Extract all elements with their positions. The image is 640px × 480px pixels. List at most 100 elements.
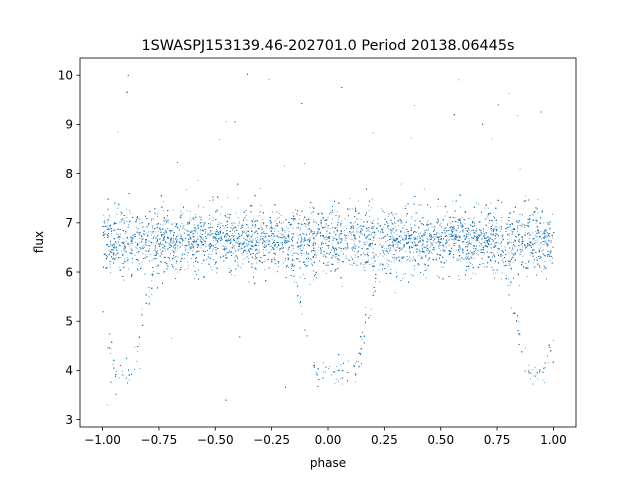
data-point	[298, 218, 300, 220]
data-point	[501, 201, 503, 203]
data-point	[266, 259, 268, 261]
data-point	[314, 242, 316, 243]
data-point	[160, 223, 162, 225]
data-point	[541, 244, 543, 246]
data-point	[140, 266, 142, 268]
data-point	[403, 246, 405, 248]
data-point	[518, 320, 520, 322]
data-point	[246, 230, 248, 232]
data-point	[116, 254, 117, 256]
data-point	[438, 221, 439, 222]
data-point	[501, 250, 503, 251]
data-point	[299, 215, 301, 217]
data-point	[300, 305, 302, 307]
data-point	[447, 224, 449, 226]
data-point	[532, 213, 534, 215]
data-point	[483, 253, 485, 254]
data-point	[445, 247, 447, 248]
data-point	[399, 247, 401, 249]
data-point	[502, 235, 503, 237]
data-point	[237, 261, 239, 263]
data-point	[335, 238, 337, 239]
data-point	[108, 249, 110, 251]
data-point	[487, 244, 489, 245]
data-point	[263, 248, 264, 250]
data-point	[170, 238, 171, 240]
data-point	[136, 361, 138, 362]
data-point	[437, 205, 438, 207]
data-point	[334, 383, 336, 385]
data-point	[168, 256, 170, 258]
data-point	[386, 234, 388, 235]
data-point	[245, 257, 247, 259]
data-point	[323, 256, 324, 257]
data-point	[446, 230, 448, 231]
data-point	[260, 224, 262, 226]
data-point	[438, 237, 439, 239]
data-point	[535, 240, 537, 242]
data-point	[148, 231, 150, 233]
data-point	[425, 232, 426, 234]
data-point	[383, 227, 385, 229]
data-point	[410, 240, 412, 242]
data-point	[292, 263, 294, 265]
data-point	[525, 244, 526, 246]
data-point	[139, 263, 140, 265]
data-point	[315, 253, 316, 255]
data-point	[346, 228, 348, 230]
data-point	[214, 237, 216, 239]
data-point	[172, 241, 174, 243]
data-point	[434, 239, 436, 240]
data-point	[329, 365, 331, 367]
data-point	[472, 252, 474, 254]
data-point	[505, 228, 507, 230]
data-point	[448, 233, 450, 235]
data-point	[103, 236, 105, 238]
data-point	[410, 238, 412, 240]
data-point	[226, 220, 228, 222]
data-point	[223, 255, 225, 257]
data-point	[117, 207, 118, 209]
data-point	[303, 233, 305, 235]
data-point	[454, 237, 456, 238]
data-point	[317, 246, 319, 248]
data-point	[440, 245, 442, 246]
data-point	[356, 232, 358, 234]
data-point	[258, 249, 260, 251]
data-point	[410, 137, 412, 139]
data-point	[393, 232, 395, 234]
data-point	[475, 240, 477, 242]
data-point	[340, 229, 342, 231]
data-point	[154, 246, 156, 247]
data-point	[392, 238, 394, 240]
data-point	[135, 221, 137, 223]
data-point	[136, 350, 138, 352]
data-point	[382, 249, 384, 251]
data-point	[474, 257, 475, 259]
data-point	[313, 279, 314, 281]
data-point	[391, 261, 392, 263]
data-point	[537, 239, 538, 241]
data-point	[303, 253, 305, 255]
data-point	[429, 238, 431, 240]
data-point	[456, 230, 458, 232]
data-point	[292, 247, 294, 249]
data-point	[284, 165, 285, 167]
data-point	[368, 248, 369, 250]
data-point	[410, 258, 412, 260]
data-point	[355, 362, 356, 364]
data-point	[427, 230, 429, 232]
data-point	[371, 232, 373, 234]
data-point	[281, 237, 283, 239]
data-point	[156, 272, 158, 274]
data-point	[331, 222, 332, 224]
data-point	[509, 284, 511, 286]
data-point	[509, 241, 510, 243]
data-point	[177, 271, 178, 273]
data-point	[358, 361, 359, 362]
data-point	[460, 206, 462, 208]
data-point	[472, 248, 474, 249]
data-point	[136, 252, 138, 253]
data-point	[410, 252, 412, 254]
data-point	[175, 247, 176, 248]
